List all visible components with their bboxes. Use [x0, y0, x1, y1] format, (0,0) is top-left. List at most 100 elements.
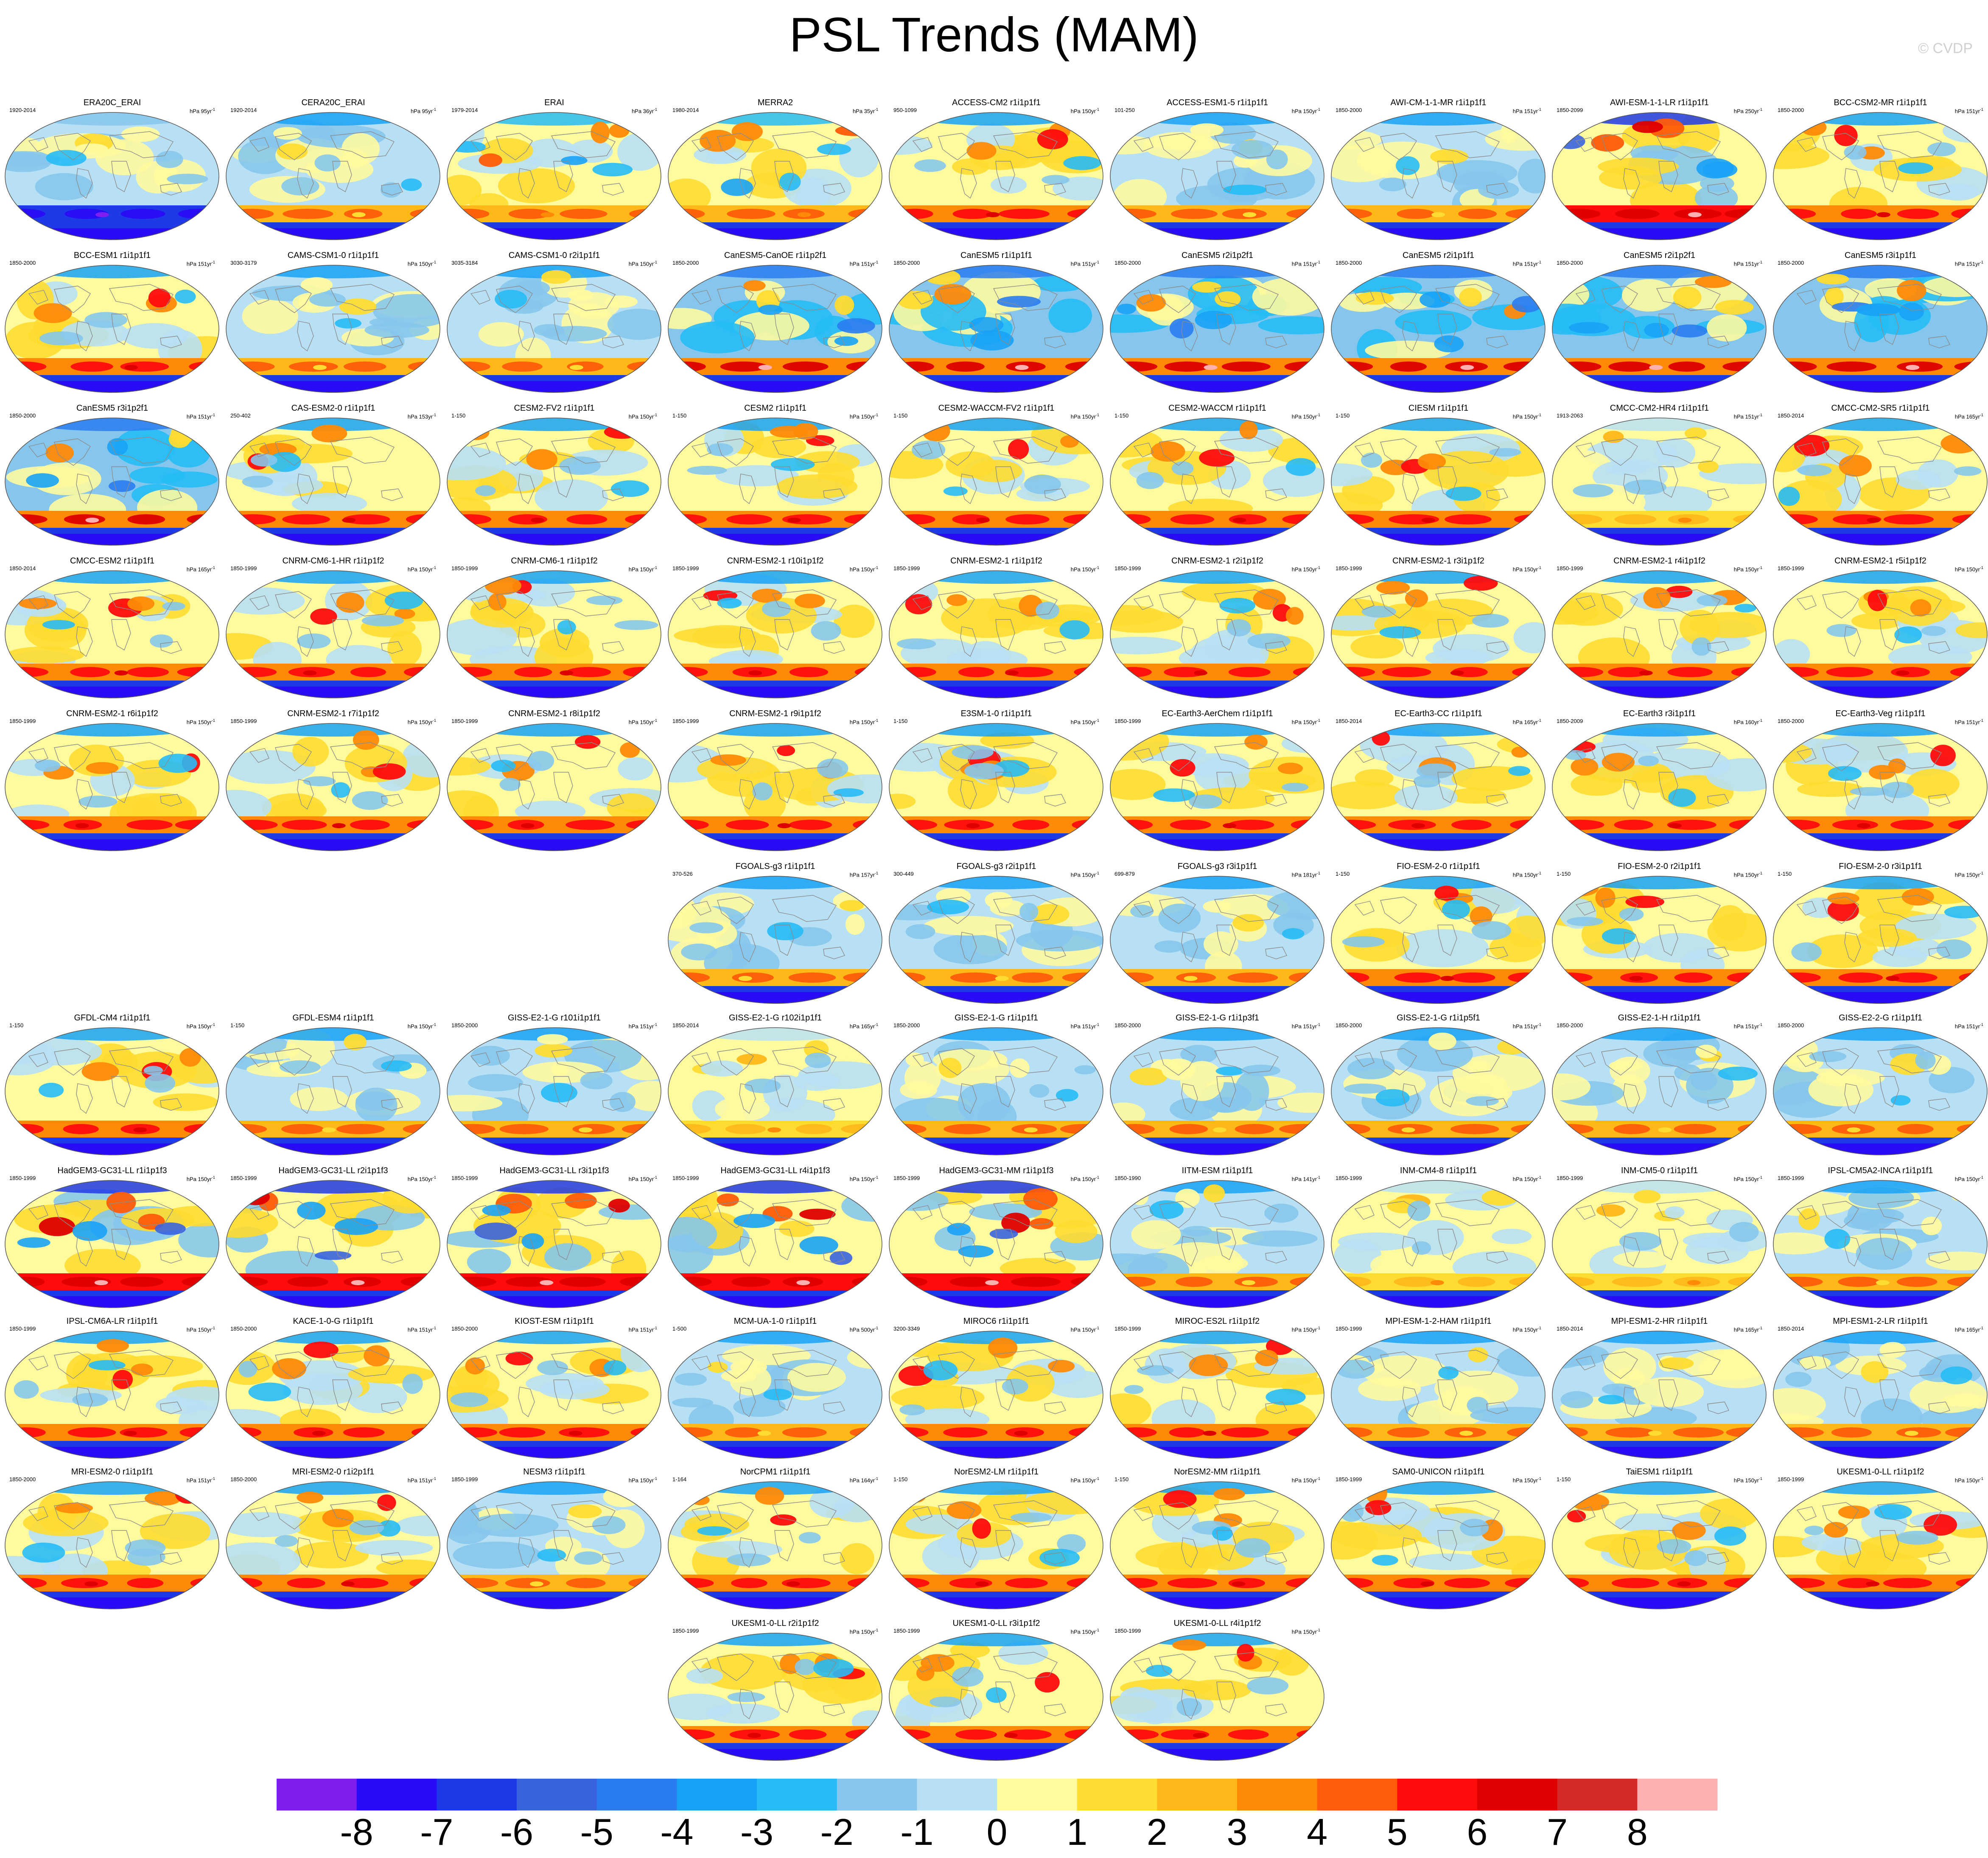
map-panel: CAS-ESM2-0 r1i1p1f1 250-402 hPa 153yr-1 — [224, 402, 442, 546]
map-globe — [447, 265, 661, 393]
panel-years: 1850-2000 — [1557, 1022, 1583, 1028]
panel-years: 1850-1999 — [451, 1476, 478, 1482]
map-globe — [1110, 112, 1324, 240]
panel-units: hPa 150yr-1 — [407, 1175, 436, 1183]
panel-units: hPa 150yr-1 — [628, 260, 657, 267]
colorbar-swatch — [1637, 1779, 1718, 1810]
panel-title: CIESM r1i1p1f1 — [1408, 404, 1469, 413]
panel-years: 1979-2014 — [451, 107, 478, 113]
map-panel: CAMS-CSM1-0 r1i1p1f1 3030-3179 hPa 150yr-1 — [224, 249, 442, 394]
map-panel: CESM2 r1i1p1f1 1-150 hPa 150yr-1 — [666, 402, 884, 546]
panel-title: UKESM1-0-LL r1i1p1f2 — [1837, 1467, 1924, 1477]
panel-years: 1850-2000 — [451, 1326, 478, 1332]
panel-units: hPa 151yr-1 — [1954, 718, 1983, 726]
panel-years: 1850-2000 — [1336, 107, 1362, 113]
map-globe — [1773, 876, 1988, 1004]
map-globe — [5, 1027, 219, 1155]
panel-title: IPSL-CM5A2-INCA r1i1p1f1 — [1828, 1166, 1933, 1175]
map-globe — [1552, 1180, 1767, 1308]
panel-units: hPa 150yr-1 — [1291, 566, 1320, 573]
panel-years: 1850-2000 — [9, 1476, 36, 1482]
map-globe — [668, 1027, 882, 1155]
map-panel: CNRM-ESM2-1 r7i1p1f2 1850-1999 hPa 150yr-1 — [224, 708, 442, 852]
map-panel: IPSL-CM6A-LR r1i1p1f1 1850-1999 hPa 150yr-… — [3, 1315, 221, 1460]
panel-title: GISS-E2-2-G r1i1p1f1 — [1839, 1013, 1922, 1023]
map-panel: MPI-ESM-1-2-HAM r1i1p1f1 1850-1999 hPa 150… — [1330, 1315, 1547, 1460]
panel-units: hPa 150yr-1 — [628, 1477, 657, 1484]
panel-title: EC-Earth3-Veg r1i1p1f1 — [1835, 709, 1926, 718]
panel-units: hPa 141yr-1 — [1291, 1175, 1320, 1183]
panel-title: FIO-ESM-2-0 r1i1p1f1 — [1397, 862, 1480, 871]
panel-title: GISS-E2-1-G r101i1p1f1 — [508, 1013, 601, 1023]
colorbar-tick-label: 3 — [1227, 1811, 1248, 1850]
panel-units: hPa 160yr-1 — [1733, 718, 1762, 726]
panel-years: 1850-2000 — [9, 260, 36, 266]
map-panel: CESM2-WACCM-FV2 r1i1p1f1 1-150 hPa 150yr-1 — [888, 402, 1105, 546]
panel-title: AWI-CM-1-1-MR r1i1p1f1 — [1390, 98, 1487, 107]
map-globe — [889, 112, 1103, 240]
colorbar-swatch — [837, 1779, 917, 1810]
map-globe — [1331, 570, 1546, 698]
panel-years: 1850-2000 — [1778, 718, 1804, 724]
map-panel: ACCESS-CM2 r1i1p1f1 950-1099 hPa 150yr-1 — [888, 97, 1105, 241]
panel-years: 1850-1999 — [893, 1628, 920, 1634]
panel-units: hPa 150yr-1 — [1070, 413, 1099, 420]
colorbar-swatch — [277, 1779, 357, 1810]
panel-title: HadGEM3-GC31-LL r1i1p1f3 — [57, 1166, 167, 1175]
map-panel: FIO-ESM-2-0 r3i1p1f1 1-150 hPa 150yr-1 — [1772, 860, 1988, 1005]
panel-units: hPa 150yr-1 — [407, 1023, 436, 1030]
panel-title: CAS-ESM2-0 r1i1p1f1 — [291, 404, 375, 413]
panel-years: 1850-1999 — [9, 718, 36, 724]
panel-years: 1-150 — [1114, 412, 1129, 419]
map-globe — [5, 1180, 219, 1308]
map-panel-grid: ERA20C_ERAI 1920-2014 hPa 95yr-1 CERA20C_ER… — [3, 97, 1988, 1762]
colorbar-swatch — [596, 1779, 677, 1810]
panel-years: 1850-2000 — [1114, 260, 1141, 266]
colorbar-swatch — [517, 1779, 597, 1810]
panel-title: GISS-E2-1-G r1i1p3f1 — [1176, 1013, 1259, 1023]
map-globe — [5, 265, 219, 393]
panel-years: 1-150 — [893, 1476, 908, 1482]
map-panel: NorCPM1 r1i1p1f1 1-164 hPa 164yr-1 — [666, 1466, 884, 1610]
map-panel: HadGEM3-GC31-LL r4i1p1f3 1850-1999 hPa 150… — [666, 1165, 884, 1309]
map-panel: UKESM1-0-LL r3i1p1f2 1850-1999 hPa 150yr-1 — [888, 1617, 1105, 1762]
map-panel: CAMS-CSM1-0 r2i1p1f1 3035-3184 hPa 150yr-1 — [445, 249, 663, 394]
map-panel: IPSL-CM5A2-INCA r1i1p1f1 1850-1999 hPa 150… — [1772, 1165, 1988, 1309]
map-panel: CNRM-ESM2-1 r4i1p1f2 1850-1999 hPa 150yr-1 — [1551, 555, 1768, 699]
map-globe — [1110, 1481, 1324, 1609]
map-globe — [5, 1331, 219, 1459]
map-panel: ERAI 1979-2014 hPa 36yr-1 — [445, 97, 663, 241]
map-panel: HadGEM3-GC31-MM r1i1p1f3 1850-1999 hPa 150… — [888, 1165, 1105, 1309]
panel-years: 3200-3349 — [893, 1326, 920, 1332]
panel-units: hPa 150yr-1 — [1512, 1175, 1541, 1183]
panel-title: MPI-ESM-1-2-HAM r1i1p1f1 — [1385, 1317, 1492, 1326]
panel-units: hPa 151yr-1 — [407, 1326, 436, 1333]
panel-title: CanESM5 r3i1p1f1 — [1845, 251, 1916, 260]
map-panel: CNRM-ESM2-1 r3i1p1f2 1850-1999 hPa 150yr-1 — [1330, 555, 1547, 699]
panel-title: CanESM5 r2i1p2f1 — [1624, 251, 1695, 260]
panel-title: CanESM5 r1i1p1f1 — [960, 251, 1032, 260]
map-globe — [889, 418, 1103, 546]
map-panel: ACCESS-ESM1-5 r1i1p1f1 101-250 hPa 150yr-1 — [1109, 97, 1326, 241]
map-globe — [226, 265, 440, 393]
map-globe — [1552, 723, 1767, 851]
colorbar-tick-label: 4 — [1307, 1811, 1327, 1850]
panel-title: GFDL-ESM4 r1i1p1f1 — [292, 1013, 374, 1023]
map-panel: UKESM1-0-LL r1i1p1f2 1850-1999 hPa 150yr-1 — [1772, 1466, 1988, 1610]
map-globe — [226, 1180, 440, 1308]
panel-title: HadGEM3-GC31-MM r1i1p1f3 — [939, 1166, 1054, 1175]
panel-title: MRI-ESM2-0 r1i2p1f1 — [292, 1467, 375, 1477]
colorbar-tick-label: 6 — [1467, 1811, 1488, 1850]
panel-title: FGOALS-g3 r2i1p1f1 — [956, 862, 1036, 871]
panel-units: hPa 164yr-1 — [849, 1477, 878, 1484]
panel-units: hPa 151yr-1 — [1954, 107, 1983, 115]
panel-title: GISS-E2-1-G r1i1p5f1 — [1397, 1013, 1480, 1023]
map-globe — [5, 1481, 219, 1609]
panel-title: CNRM-ESM2-1 r8i1p1f2 — [508, 709, 600, 718]
map-panel: CNRM-ESM2-1 r1i1p1f2 1850-1999 hPa 150yr-1 — [888, 555, 1105, 699]
map-globe — [1331, 723, 1546, 851]
map-panel: CanESM5 r3i1p1f1 1850-2000 hPa 151yr-1 — [1772, 249, 1988, 394]
map-panel: BCC-CSM2-MR r1i1p1f1 1850-2000 hPa 151yr-1 — [1772, 97, 1988, 241]
panel-years: 1850-2000 — [1336, 1022, 1362, 1028]
map-panel: CanESM5 r1i1p1f1 1850-2000 hPa 151yr-1 — [888, 249, 1105, 394]
